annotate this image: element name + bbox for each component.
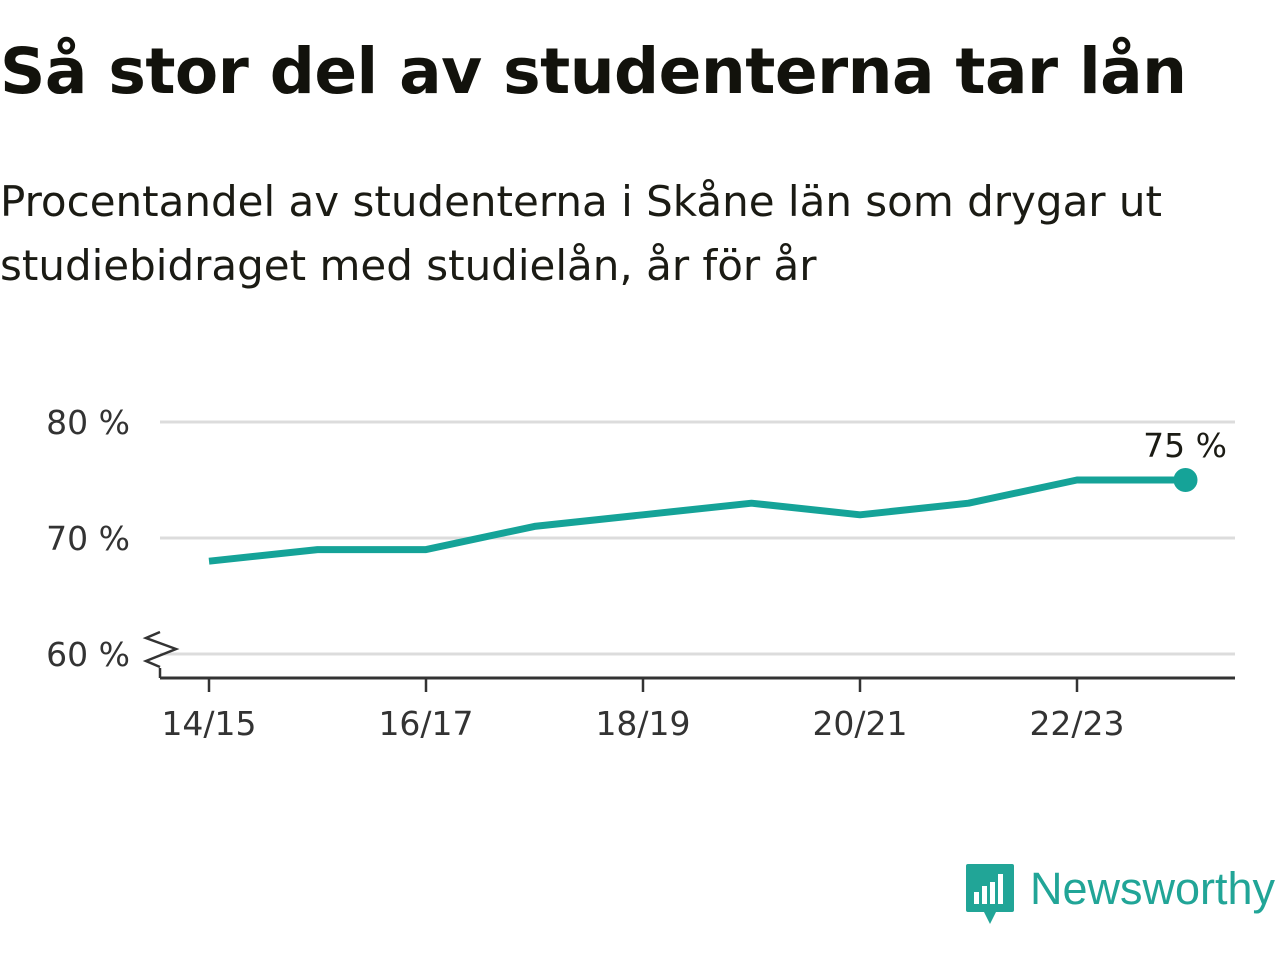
- y-tick-label: 70 %: [46, 519, 130, 558]
- x-tick-label: 14/15: [161, 704, 256, 743]
- x-tick-label: 20/21: [812, 704, 907, 743]
- y-tick-label: 80 %: [46, 403, 130, 442]
- data-point: [640, 512, 646, 518]
- data-point: [857, 512, 863, 518]
- brand-name: Newsworthy: [1030, 862, 1276, 914]
- data-point: [315, 547, 321, 553]
- y-tick-label: 60 %: [46, 635, 130, 674]
- last-point-label: 75 %: [1143, 426, 1227, 465]
- newsworthy-logo: Newsworthy: [964, 862, 1275, 926]
- data-point: [966, 500, 972, 506]
- line-chart: 60 % 70 % 80 % 14/15 16/17 18/19 20/21 22/23 75 …: [46, 403, 1235, 743]
- chart-title: Så stor del av studenterna tar lån: [0, 35, 1187, 108]
- data-point: [749, 500, 755, 506]
- y-axis-break-icon: [142, 630, 180, 669]
- chart-subtitle: Procentandel av studenterna i Skåne län …: [0, 177, 1163, 290]
- last-data-point: [1173, 468, 1198, 492]
- x-tick-label: 16/17: [378, 704, 473, 743]
- data-point: [423, 547, 429, 553]
- x-tick-label: 18/19: [595, 704, 690, 743]
- bar-chart-speech-bubble-icon: [966, 864, 1014, 924]
- data-point: [206, 558, 212, 564]
- series-line: [208, 476, 1186, 565]
- x-tick-label: 22/23: [1029, 704, 1124, 743]
- data-point: [532, 523, 538, 529]
- data-point: [1074, 477, 1080, 483]
